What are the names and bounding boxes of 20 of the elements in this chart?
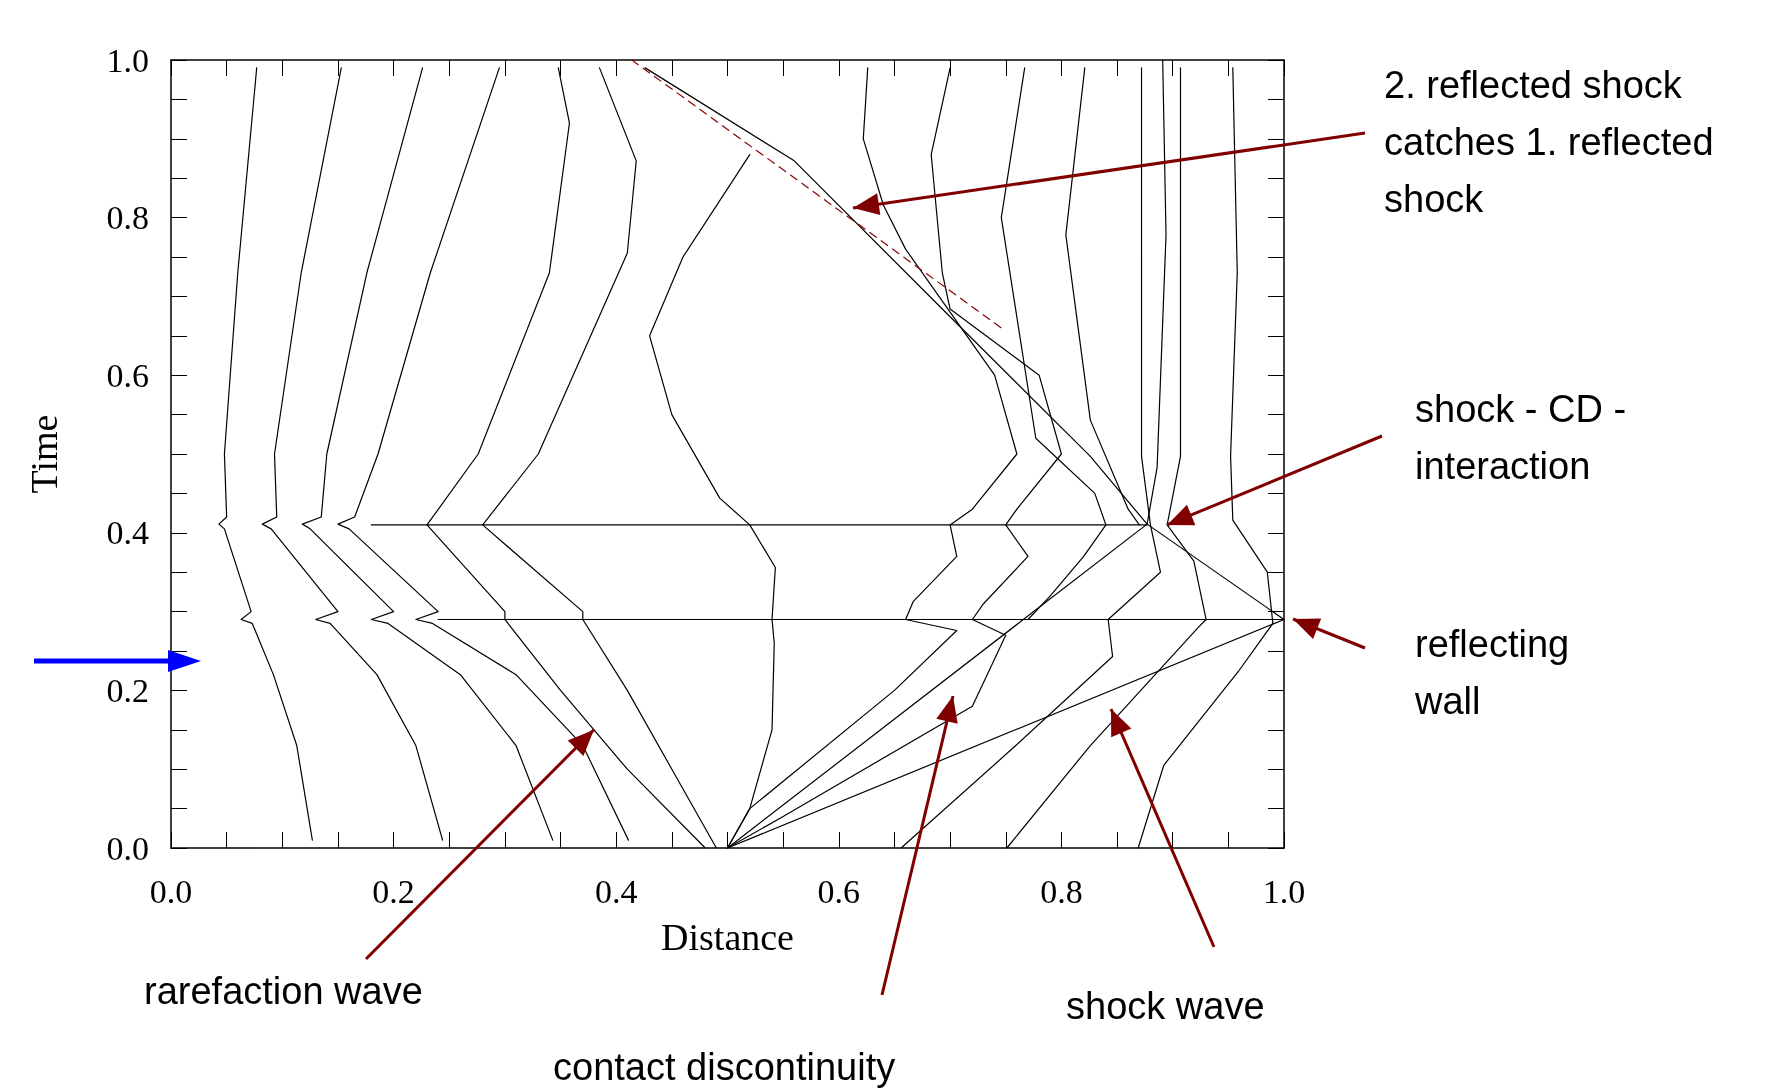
x-tick-label: 1.0 [1262,872,1306,910]
y-tick-label: 1.0 [106,41,149,79]
text: contact discontinuity [553,1045,896,1088]
y-tick-label: 0.8 [106,199,149,237]
annotation: rarefaction wave [144,969,423,1012]
y-axis-title: Time [23,414,65,494]
y-tick-label: 0.2 [106,671,149,709]
annotation: shock - CD - interaction [1415,387,1637,487]
x-tick-label: 0.4 [594,872,638,910]
x-tick-label: 0.8 [1040,872,1083,910]
y-tick-label: 0.0 [106,829,149,867]
x-tick-label: 0.0 [149,872,193,910]
text: 2. reflected shock catches 1. reflected shock [1384,63,1725,220]
text: shock wave [1066,984,1265,1027]
y-tick-label: 0.6 [106,356,149,394]
text: reflecting wall [1414,622,1580,722]
x-tick-label: 0.6 [817,872,861,910]
y-tick-label: 0.4 [106,514,149,552]
x-tick-label: 0.2 [372,872,415,910]
x-axis-title: Distance [661,916,794,958]
